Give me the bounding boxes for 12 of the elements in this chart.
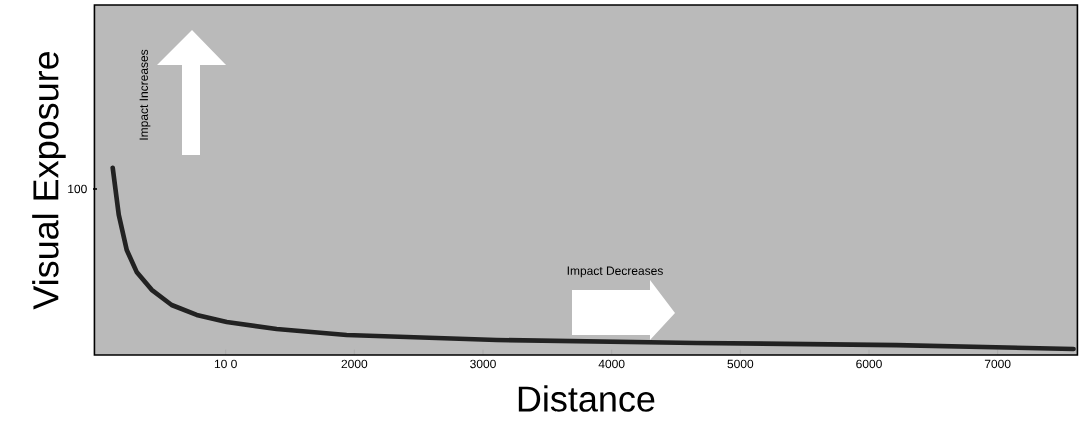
x-tick-label: 6000 [856, 359, 882, 369]
x-axis-title: Distance [518, 385, 655, 412]
text: 100 [68, 184, 87, 194]
text: Impact Increases [139, 49, 151, 140]
y-axis-title: Visual Exposure [32, 51, 66, 310]
x-tick-label: 2000 [341, 359, 368, 369]
annotation: Impact Decreases [567, 266, 663, 278]
x-tick-label: 3000 [470, 359, 496, 369]
x-tick-label: 7000 [984, 359, 1011, 369]
x-tick-label: 4000 [598, 359, 625, 369]
x-tick-label: 10 0 [214, 359, 237, 369]
x-tick-label: 5000 [727, 359, 754, 369]
